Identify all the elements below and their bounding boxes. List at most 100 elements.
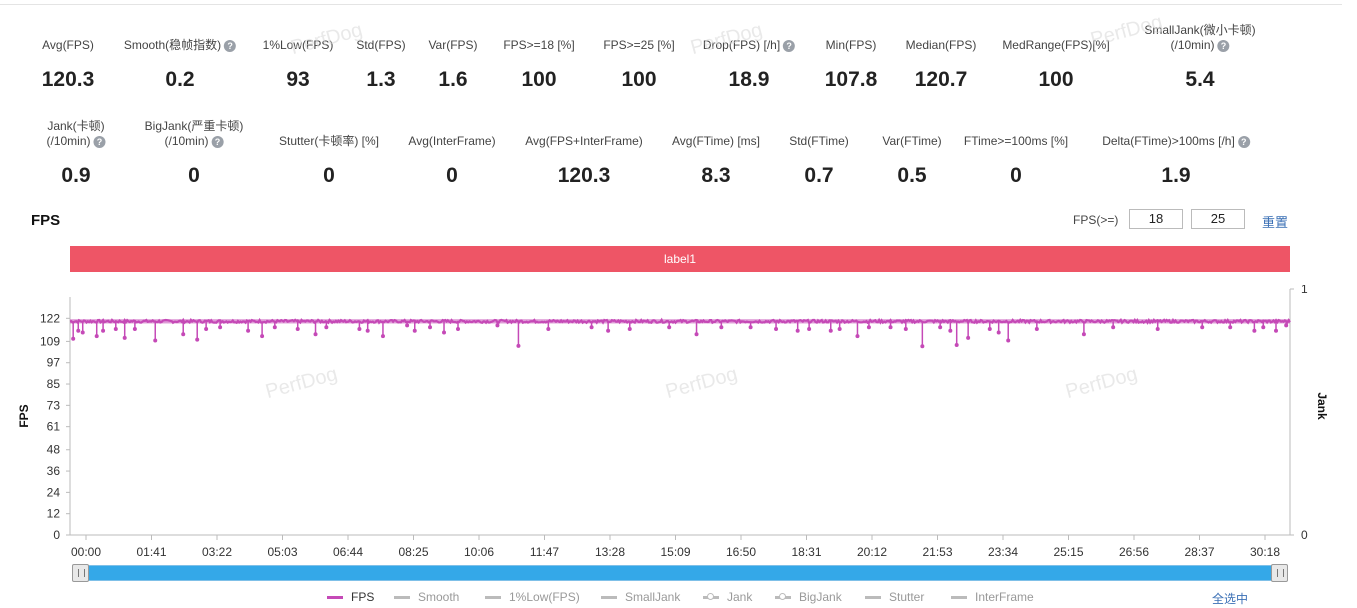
x-tick-label: 16:50 <box>726 545 756 559</box>
fps-dip-point <box>80 330 85 335</box>
fps-dip-point <box>1228 325 1233 330</box>
help-icon[interactable]: ? <box>783 39 796 52</box>
fps-dip-point <box>837 326 842 331</box>
help-icon[interactable]: ? <box>224 39 237 52</box>
legend-item-jank[interactable]: Jank <box>703 590 752 604</box>
metric-label: FTime>=100ms [%] <box>963 134 1069 148</box>
metric-value: 120.7 <box>914 68 968 91</box>
fps-threshold-label: FPS(>=) <box>1073 213 1119 227</box>
legend-item-fps[interactable]: FPS <box>327 590 374 604</box>
fps-threshold-input-1[interactable] <box>1129 209 1183 229</box>
metric-20: FTime>=100ms [%] 0 <box>963 134 1069 187</box>
fps-dip-point <box>807 326 812 331</box>
fps-dip-point <box>380 334 385 339</box>
legend-item-interframe[interactable]: InterFrame <box>951 590 1034 604</box>
x-tick-label: 08:25 <box>398 545 428 559</box>
fps-dip-point <box>76 328 81 333</box>
y2-tick-label: 1 <box>1301 285 1308 296</box>
fps-dip-point <box>589 325 594 330</box>
fps-dip-point <box>516 343 521 348</box>
fps-threshold-input-2[interactable] <box>1191 209 1245 229</box>
metric-15: Avg(InterFrame) 0 <box>408 134 495 187</box>
fps-dip-point <box>748 325 753 330</box>
fps-dip-point <box>428 325 433 330</box>
slider-handle-right[interactable] <box>1271 564 1288 582</box>
legend-item-smalljank[interactable]: SmallJank <box>601 590 680 604</box>
metric-value: 93 <box>286 68 310 91</box>
y-tick-label: 122 <box>40 311 60 325</box>
fps-dip-point <box>795 328 800 333</box>
x-tick-label: 06:44 <box>333 545 363 559</box>
x-tick-label: 20:12 <box>857 545 887 559</box>
legend-item-stutter[interactable]: Stutter <box>865 590 924 604</box>
y-tick-label: 73 <box>47 398 61 412</box>
fps-dip-point <box>405 323 410 328</box>
legend-label: Stutter <box>889 590 925 604</box>
metric-0: Avg(FPS) 120.3 <box>42 38 95 91</box>
legend-label: BigJank <box>799 590 842 604</box>
fps-dip-point <box>412 328 417 333</box>
fps-dip-point <box>719 325 724 330</box>
fps-dip-point <box>996 330 1001 335</box>
fps-dip-point <box>774 326 779 331</box>
fps-dip-point <box>627 326 632 331</box>
fps-dip-point <box>1252 328 1257 333</box>
fps-dip-point <box>1284 323 1289 328</box>
metric-label: Jank(卡顿) <box>47 119 105 133</box>
x-tick-label: 30:18 <box>1250 545 1280 559</box>
metric-value: 120.3 <box>557 164 611 187</box>
fps-dip-point <box>218 325 223 330</box>
fps-dip-point <box>546 326 551 331</box>
help-icon[interactable]: ? <box>1237 135 1250 148</box>
chart-section-title: FPS <box>31 212 61 229</box>
fps-dip-point <box>954 342 959 347</box>
metric-5: FPS>=18 [%] 100 <box>503 38 574 91</box>
metric-label: BigJank(严重卡顿) <box>144 119 244 133</box>
metric-value: 0.7 <box>804 164 834 187</box>
metric-label: MedRange(FPS)[%] <box>1002 38 1110 52</box>
metric-value: 1.9 <box>1161 164 1191 187</box>
help-icon[interactable]: ? <box>93 135 106 148</box>
legend-item-smooth[interactable]: Smooth <box>394 590 459 604</box>
fps-dip-point <box>113 326 118 331</box>
x-tick-label: 05:03 <box>267 545 297 559</box>
metric-value: 100 <box>521 68 557 91</box>
metric-21: Delta(FTime)>100ms [/h]? 1.9 <box>1102 134 1250 187</box>
metric-label-unit: (/10min)? <box>1144 38 1255 53</box>
fps-dip-point <box>667 325 672 330</box>
metric-value: 120.3 <box>41 68 95 91</box>
select-all-button[interactable]: 全选中 <box>1212 592 1249 606</box>
metric-6: FPS>=25 [%] 100 <box>603 38 674 91</box>
legend-item-1-low-fps-[interactable]: 1%Low(FPS) <box>485 590 580 604</box>
metric-value: 0 <box>1010 164 1022 187</box>
metric-value: 107.8 <box>824 68 878 91</box>
legend-swatch-icon <box>865 595 881 599</box>
metric-label: Drop(FPS) [/h]? <box>703 38 796 53</box>
fps-dip-point <box>101 328 106 333</box>
help-icon[interactable]: ? <box>211 135 224 148</box>
fps-dip-point <box>694 332 699 337</box>
fps-dip-point <box>181 332 186 337</box>
reset-button[interactable]: 重置 <box>1262 215 1289 230</box>
legend-swatch-icon <box>601 595 617 599</box>
metric-value: 0.9 <box>61 164 91 187</box>
metric-value: 0.2 <box>165 68 195 91</box>
fps-dip-point <box>888 325 893 330</box>
fps-dip-point <box>71 336 76 341</box>
metric-2: 1%Low(FPS) 93 <box>263 38 334 91</box>
metric-label: SmallJank(微小卡顿) <box>1144 23 1256 37</box>
legend-label: SmallJank <box>625 590 681 604</box>
metric-label: Median(FPS) <box>905 38 977 52</box>
fps-dip-point <box>495 323 500 328</box>
metric-label: Avg(FTime) [ms] <box>671 134 761 148</box>
legend-item-bigjank[interactable]: BigJank <box>775 590 842 604</box>
fps-dip-point <box>1006 338 1011 343</box>
legend-swatch-icon <box>394 595 410 599</box>
slider-handle-left[interactable] <box>72 564 89 582</box>
metric-value: 100 <box>1038 68 1074 91</box>
time-range-slider[interactable] <box>72 565 1288 581</box>
legend-label: FPS <box>351 590 375 604</box>
label-bar[interactable]: label1 <box>70 246 1290 272</box>
help-icon[interactable]: ? <box>1217 39 1230 52</box>
metric-10: MedRange(FPS)[%] 100 <box>1002 38 1110 91</box>
